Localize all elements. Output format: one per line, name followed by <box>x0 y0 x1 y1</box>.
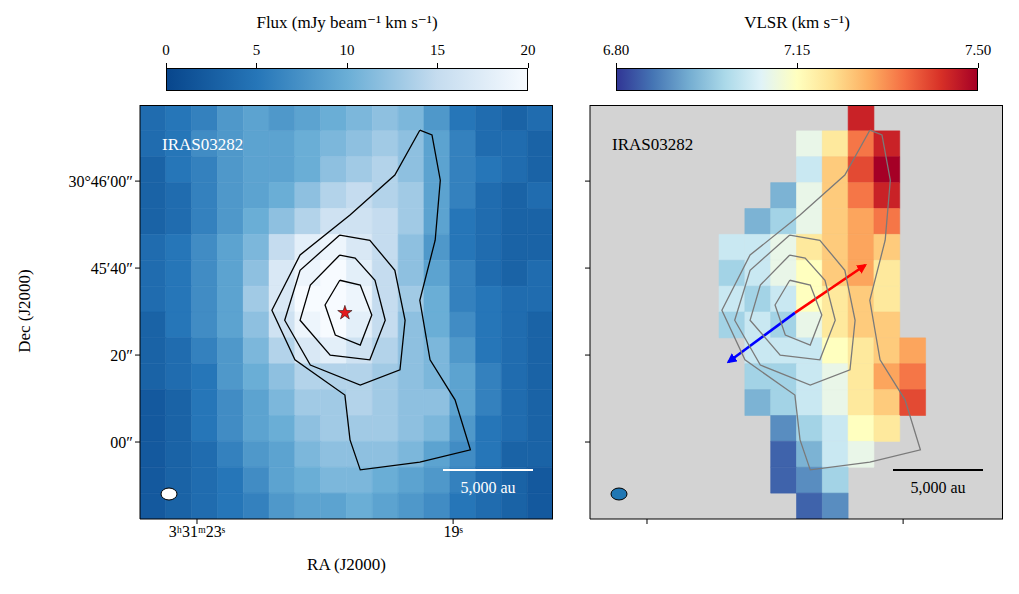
svg-text:30°46′00″: 30°46′00″ <box>68 173 133 190</box>
html-text:15: 15 <box>430 42 445 58</box>
html-text:VLSR (km s⁻¹): VLSR (km s⁻¹) <box>744 13 850 32</box>
html-text:5,000 au: 5,000 au <box>460 479 516 496</box>
html-text:IRAS03282: IRAS03282 <box>162 135 244 154</box>
html-text:6.80: 6.80 <box>602 42 630 58</box>
html-text:5: 5 <box>252 42 261 58</box>
html-text:20: 20 <box>520 42 536 58</box>
html-text:Dec (J2000): Dec (J2000) <box>15 269 34 353</box>
html-text:0: 0 <box>162 42 170 58</box>
svg-text:19ˢ: 19ˢ <box>443 523 463 540</box>
svg-text:3ʰ31ᵐ23ˢ: 3ʰ31ᵐ23ˢ <box>169 523 226 540</box>
html-text:10: 10 <box>339 42 355 58</box>
html-text:5,000 au: 5,000 au <box>910 479 966 496</box>
svg-text:00″: 00″ <box>110 434 133 451</box>
html-text:IRAS03282: IRAS03282 <box>612 135 694 154</box>
svg-text:20″: 20″ <box>110 347 133 364</box>
html-text:Flux (mJy beam⁻¹ km s⁻¹): Flux (mJy beam⁻¹ km s⁻¹) <box>256 13 438 32</box>
html-text:7.15: 7.15 <box>783 42 811 58</box>
html-text:7.50: 7.50 <box>964 42 992 58</box>
html-text:RA (J2000): RA (J2000) <box>307 555 386 574</box>
svg-text:45′40″: 45′40″ <box>91 260 133 277</box>
